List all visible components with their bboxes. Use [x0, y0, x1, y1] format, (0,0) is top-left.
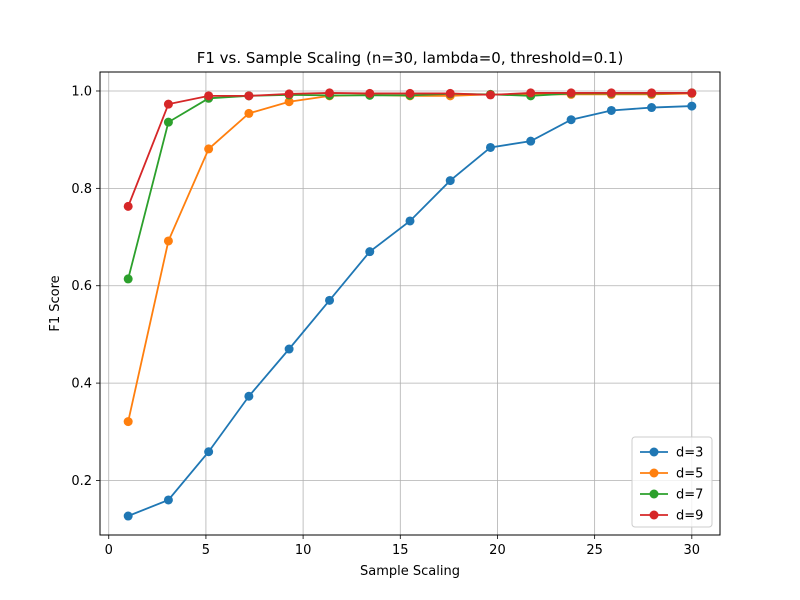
- x-tick-label: 20: [489, 543, 506, 558]
- data-point: [647, 88, 657, 98]
- x-tick-label: 25: [586, 543, 603, 558]
- data-point: [445, 88, 455, 98]
- legend-label: d=7: [676, 488, 703, 503]
- data-point: [365, 88, 375, 98]
- y-tick-label: 1.0: [71, 84, 92, 99]
- x-tick-label: 5: [202, 543, 210, 558]
- data-point: [163, 99, 173, 109]
- data-point: [163, 495, 173, 505]
- series-d=3: [123, 101, 697, 521]
- legend-marker: [649, 468, 659, 478]
- y-tick-label: 0.6: [71, 279, 92, 294]
- data-point: [123, 511, 133, 521]
- x-tick-label: 10: [295, 543, 312, 558]
- data-point: [606, 88, 616, 98]
- legend-marker: [649, 447, 659, 457]
- y-tick-label: 0.4: [71, 377, 92, 392]
- data-point: [284, 344, 294, 354]
- chart-title: F1 vs. Sample Scaling (n=30, lambda=0, t…: [197, 49, 624, 67]
- data-point: [566, 115, 576, 125]
- legend-label: d=3: [676, 446, 703, 461]
- legend-item: d=9: [640, 509, 703, 524]
- series-layer: [123, 88, 697, 521]
- data-point: [687, 88, 697, 98]
- ticks: 0 5 10 15 20 25 30 0.2 0.4 0.6 0.8 1.0: [71, 84, 700, 558]
- legend-box: [631, 436, 713, 528]
- data-point: [405, 216, 415, 226]
- legend-item: d=3: [640, 446, 703, 461]
- data-point: [244, 108, 254, 118]
- data-point: [566, 88, 576, 98]
- y-tick-label: 0.2: [71, 474, 92, 489]
- y-axis-label: F1 Score: [48, 275, 63, 331]
- legend-label: d=9: [676, 509, 703, 524]
- data-point: [325, 88, 335, 98]
- data-point: [244, 391, 254, 401]
- series-d=9: [123, 88, 697, 211]
- data-point: [405, 88, 415, 98]
- data-point: [123, 201, 133, 211]
- data-point: [526, 136, 536, 146]
- data-point: [204, 91, 214, 101]
- data-point: [123, 417, 133, 427]
- legend-marker: [649, 489, 659, 499]
- x-axis-label: Sample Scaling: [360, 564, 460, 579]
- data-point: [244, 91, 254, 101]
- data-point: [365, 247, 375, 257]
- data-point: [163, 117, 173, 127]
- data-point: [445, 176, 455, 186]
- x-tick-label: 15: [392, 543, 409, 558]
- data-point: [485, 142, 495, 152]
- data-point: [485, 90, 495, 100]
- data-point: [606, 105, 616, 115]
- data-point: [647, 103, 657, 113]
- plot-area-frame: [99, 71, 721, 536]
- legend-marker: [649, 510, 659, 520]
- legend-label: d=5: [676, 467, 703, 482]
- data-point: [204, 447, 214, 457]
- y-tick-label: 0.8: [71, 182, 92, 197]
- data-point: [325, 295, 335, 305]
- data-point: [123, 274, 133, 284]
- legend-item: d=7: [640, 488, 703, 503]
- data-point: [284, 97, 294, 107]
- data-point: [284, 89, 294, 99]
- data-point: [204, 144, 214, 154]
- legend: d=3 d=5 d=7 d=9: [631, 436, 713, 528]
- legend-item: d=5: [640, 467, 703, 482]
- data-point: [526, 88, 536, 98]
- data-point: [687, 101, 697, 111]
- x-tick-label: 30: [684, 543, 701, 558]
- data-point: [163, 236, 173, 246]
- x-tick-label: 0: [105, 543, 113, 558]
- grid: [100, 72, 720, 535]
